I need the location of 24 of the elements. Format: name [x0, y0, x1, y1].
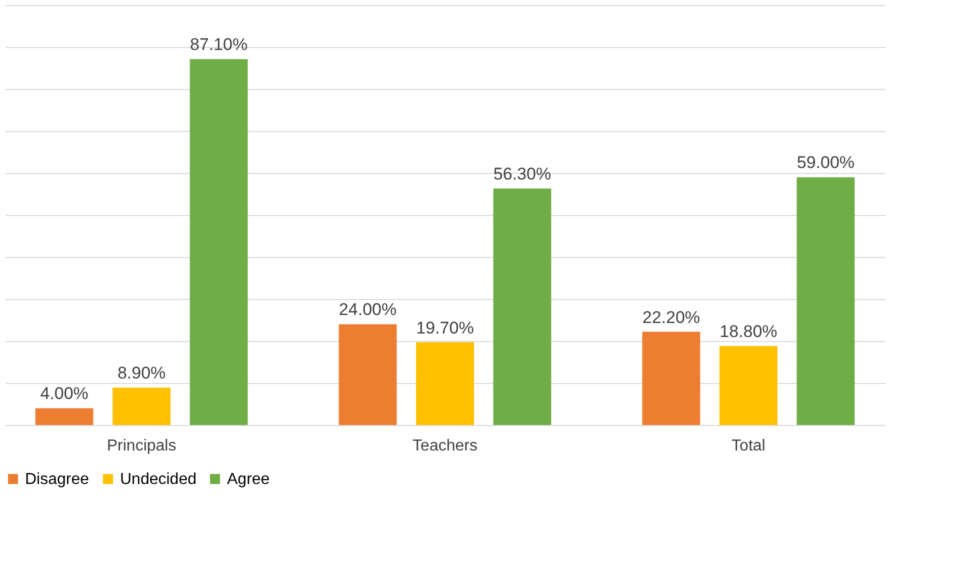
legend-label: Agree	[227, 471, 270, 488]
data-label: 87.10%	[190, 35, 248, 54]
data-label: 22.20%	[642, 308, 700, 327]
x-tick-label: Principals	[106, 438, 176, 454]
bar	[112, 388, 171, 425]
bar	[338, 324, 397, 425]
bar	[642, 332, 700, 425]
bar	[719, 346, 778, 425]
data-label: 24.00%	[338, 300, 397, 320]
data-label: 56.30%	[493, 164, 552, 184]
x-tick-label: Total	[732, 438, 766, 454]
bar	[416, 342, 474, 425]
legend-label: Undecided	[120, 471, 196, 488]
legend-label: Disagree	[25, 471, 90, 488]
data-label: 8.90%	[117, 364, 166, 383]
data-label: 59.00%	[796, 153, 855, 172]
bar	[190, 59, 248, 425]
data-label: 19.70%	[416, 318, 474, 338]
bar	[493, 188, 552, 425]
bar	[796, 177, 855, 425]
bar	[35, 408, 94, 425]
data-label: 18.80%	[720, 322, 778, 342]
data-label: 4.00%	[40, 384, 88, 404]
x-tick-label: Teachers	[412, 438, 478, 454]
